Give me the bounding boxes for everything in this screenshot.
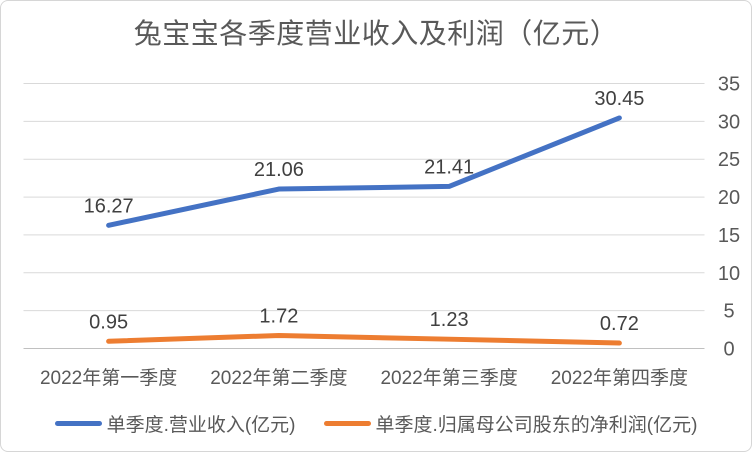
x-axis-category-label: 2022年第二季度 (210, 367, 347, 389)
chart-title: 兔宝宝各季度营业收入及利润（亿元） (133, 18, 619, 49)
series-line-1 (106, 332, 622, 346)
data-label: 30.45 (594, 88, 644, 110)
legend-label-revenue: 单季度.营业收入(亿元) (106, 415, 296, 436)
legend-line-swatch-blue (54, 421, 102, 426)
series-line-0 (106, 115, 622, 228)
x-axis-category-label: 2022年第四季度 (551, 367, 688, 389)
legend-item-net-profit: 单季度.归属母公司股东的净利润(亿元) (323, 410, 698, 437)
data-label: 1.72 (259, 305, 298, 327)
data-label: 21.06 (254, 159, 304, 181)
data-label: 21.41 (424, 156, 474, 178)
y-axis-tick-label: 0 (723, 339, 734, 361)
y-axis-tick-label: 5 (723, 301, 734, 323)
y-axis-tick-label: 20 (718, 187, 740, 209)
legend-item-revenue: 单季度.营业收入(亿元) (54, 410, 296, 437)
data-label: 0.95 (89, 311, 128, 333)
data-label: 0.72 (600, 313, 639, 335)
y-axis-tick-label: 30 (718, 111, 740, 133)
y-axis-tick-label: 25 (718, 149, 740, 171)
y-axis-tick-label: 35 (718, 74, 740, 96)
x-axis-category-label: 2022年第三季度 (380, 367, 517, 389)
chart-legend: 单季度.营业收入(亿元) 单季度.归属母公司股东的净利润(亿元) (1, 410, 751, 437)
y-axis-tick-label: 10 (718, 263, 740, 285)
data-label: 16.27 (84, 195, 134, 217)
legend-label-net-profit: 单季度.归属母公司股东的净利润(亿元) (375, 415, 698, 436)
data-label: 1.23 (430, 309, 469, 331)
legend-line-swatch-orange (323, 421, 371, 426)
x-axis-category-label: 2022年第一季度 (40, 367, 177, 389)
y-axis-tick-label: 15 (718, 225, 740, 247)
